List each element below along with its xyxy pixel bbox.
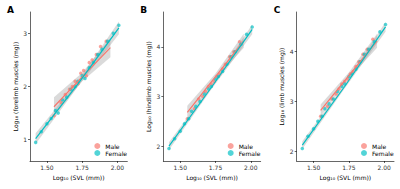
svg-text:2.00: 2.00: [244, 164, 258, 171]
svg-text:B: B: [140, 5, 147, 15]
svg-text:3: 3: [290, 98, 294, 105]
svg-text:2.00: 2.00: [377, 164, 391, 171]
svg-text:Female: Female: [372, 150, 394, 157]
svg-text:1.50: 1.50: [307, 164, 321, 171]
svg-text:Log₁₀ (limb muscles (mg)): Log₁₀ (limb muscles (mg)): [278, 48, 286, 126]
svg-text:Log₁₀ (SVL (mm)): Log₁₀ (SVL (mm)): [320, 174, 372, 182]
svg-text:Female: Female: [105, 150, 127, 157]
svg-text:Male: Male: [372, 143, 387, 150]
svg-text:1.75: 1.75: [76, 164, 90, 171]
svg-text:C: C: [274, 5, 281, 15]
svg-text:1.50: 1.50: [174, 164, 188, 171]
svg-text:1.75: 1.75: [209, 164, 223, 171]
svg-text:3: 3: [157, 93, 161, 100]
svg-text:Male: Male: [105, 143, 120, 150]
svg-text:Log₁₀ (forelimb muscles (mg)): Log₁₀ (forelimb muscles (mg)): [12, 42, 20, 132]
svg-text:3: 3: [23, 30, 27, 37]
svg-text:1: 1: [23, 136, 27, 143]
svg-text:Female: Female: [239, 150, 261, 157]
svg-text:1.75: 1.75: [342, 164, 356, 171]
svg-text:4: 4: [290, 48, 294, 55]
svg-text:4: 4: [157, 43, 161, 50]
svg-text:Log₁₀ (hindlimb muscles (mg)): Log₁₀ (hindlimb muscles (mg)): [145, 41, 153, 132]
svg-text:2: 2: [157, 143, 161, 150]
svg-text:A: A: [7, 5, 14, 15]
svg-text:Log₁₀ (SVL (mm)): Log₁₀ (SVL (mm)): [53, 174, 105, 182]
svg-text:Log₁₀ (SVL (mm)): Log₁₀ (SVL (mm)): [186, 174, 238, 182]
svg-text:Male: Male: [239, 143, 254, 150]
svg-text:2: 2: [23, 83, 27, 90]
svg-text:2.00: 2.00: [111, 164, 125, 171]
svg-text:2: 2: [290, 148, 294, 155]
svg-text:1.50: 1.50: [40, 164, 54, 171]
